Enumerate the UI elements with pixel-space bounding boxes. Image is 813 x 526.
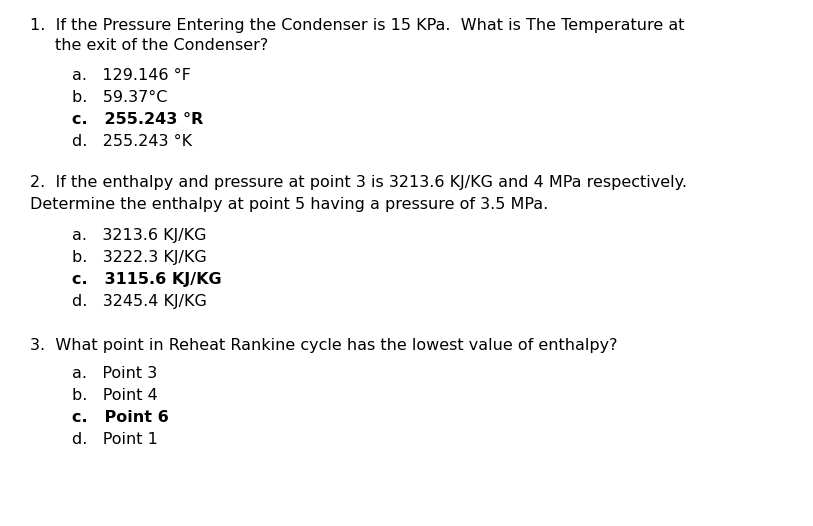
Text: c.   3115.6 KJ/KG: c. 3115.6 KJ/KG xyxy=(72,272,222,287)
Text: Determine the enthalpy at point 5 having a pressure of 3.5 MPa.: Determine the enthalpy at point 5 having… xyxy=(30,197,548,212)
Text: 3.  What point in Reheat Rankine cycle has the lowest value of enthalpy?: 3. What point in Reheat Rankine cycle ha… xyxy=(30,338,618,353)
Text: 2.  If the enthalpy and pressure at point 3 is 3213.6 KJ/KG and 4 MPa respective: 2. If the enthalpy and pressure at point… xyxy=(30,175,687,190)
Text: d.   Point 1: d. Point 1 xyxy=(72,432,158,447)
Text: c.   Point 6: c. Point 6 xyxy=(72,410,169,425)
Text: d.   255.243 °K: d. 255.243 °K xyxy=(72,134,192,149)
Text: a.   Point 3: a. Point 3 xyxy=(72,366,157,381)
Text: b.   3222.3 KJ/KG: b. 3222.3 KJ/KG xyxy=(72,250,207,265)
Text: b.   59.37°C: b. 59.37°C xyxy=(72,90,167,105)
Text: d.   3245.4 KJ/KG: d. 3245.4 KJ/KG xyxy=(72,294,207,309)
Text: c.   255.243 °R: c. 255.243 °R xyxy=(72,112,203,127)
Text: 1.  If the Pressure Entering the Condenser is 15 KPa.  What is The Temperature a: 1. If the Pressure Entering the Condense… xyxy=(30,18,685,33)
Text: a.   129.146 °F: a. 129.146 °F xyxy=(72,68,191,83)
Text: a.   3213.6 KJ/KG: a. 3213.6 KJ/KG xyxy=(72,228,207,243)
Text: the exit of the Condenser?: the exit of the Condenser? xyxy=(55,38,268,53)
Text: b.   Point 4: b. Point 4 xyxy=(72,388,158,403)
